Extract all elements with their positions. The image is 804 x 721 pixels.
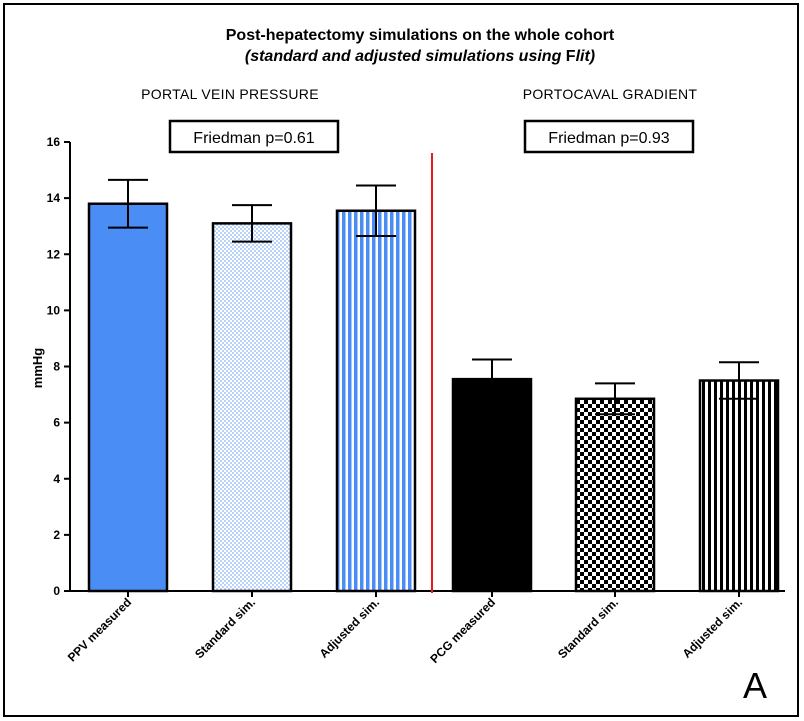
y-axis-label: mmHg bbox=[30, 348, 45, 389]
y-tick-label: 0 bbox=[53, 584, 60, 598]
stat-label-portal: Friedman p=0.61 bbox=[193, 130, 315, 147]
y-tick-label: 6 bbox=[53, 416, 60, 430]
x-tick-label: Standard sim. bbox=[192, 595, 258, 661]
y-tick-label: 10 bbox=[47, 303, 61, 317]
subtitle-symbol: F bbox=[566, 48, 576, 65]
bar-ppv-measured bbox=[87, 202, 169, 593]
panel-label: A bbox=[743, 665, 767, 706]
y-tick-label: 16 bbox=[47, 135, 61, 149]
bar-adjusted-sim bbox=[335, 209, 417, 593]
stat-box-group-1: Friedman p=0.61 bbox=[168, 119, 340, 154]
x-tick-label: PCG measured bbox=[427, 595, 498, 666]
stat-box-group-2: Friedman p=0.93 bbox=[523, 119, 695, 154]
x-axis: PPV measured Standard sim. Adjusted sim. PC… bbox=[65, 590, 785, 666]
bar-adjusted-sim bbox=[698, 379, 780, 593]
chart-title: Post-hepatectomy simulations on the whol… bbox=[226, 27, 615, 44]
y-tick-label: 14 bbox=[47, 191, 61, 205]
x-tick-label: Standard sim. bbox=[555, 595, 621, 661]
y-tick-label: 8 bbox=[53, 360, 60, 374]
chart-subtitle: (standard and adjusted simulations using… bbox=[245, 48, 595, 65]
subtitle-suffix: lit) bbox=[576, 48, 596, 65]
y-tick-label: 2 bbox=[53, 528, 60, 542]
section-label-portocaval-gradient: PORTOCAVAL GRADIENT bbox=[523, 86, 698, 102]
y-axis: 0 2 4 6 8 10 12 14 16 bbox=[47, 135, 71, 598]
y-tick-label: 4 bbox=[53, 472, 60, 486]
bars-layer bbox=[87, 178, 780, 593]
x-tick-label: Adjusted sim. bbox=[317, 595, 383, 661]
bar-standard-sim bbox=[574, 397, 656, 593]
stat-box-frame bbox=[523, 119, 695, 154]
x-tick-label: PPV measured bbox=[65, 595, 134, 664]
x-tick-label: Adjusted sim. bbox=[680, 595, 746, 661]
bar-pcg-measured bbox=[451, 377, 533, 593]
stat-box-frame bbox=[168, 119, 340, 154]
subtitle-prefix: (standard and adjusted simulations using bbox=[245, 48, 566, 65]
stat-label-portocaval: Friedman p=0.93 bbox=[548, 130, 670, 147]
bar-standard-sim bbox=[211, 222, 293, 593]
section-label-portal-vein-pressure: PORTAL VEIN PRESSURE bbox=[141, 86, 319, 102]
y-tick-label: 12 bbox=[47, 247, 61, 261]
